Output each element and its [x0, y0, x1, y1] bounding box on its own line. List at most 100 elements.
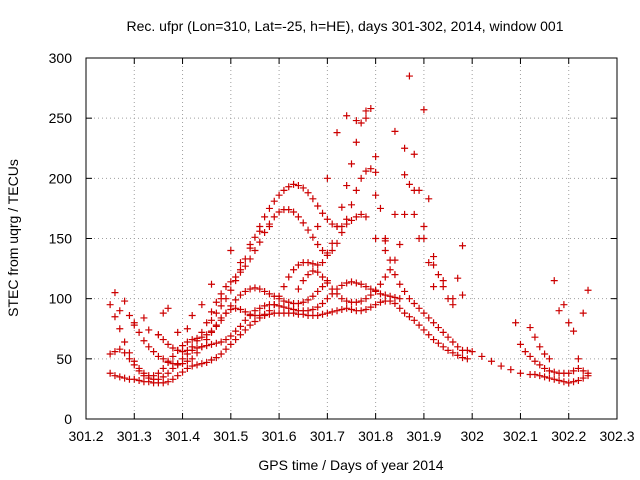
data-point — [212, 298, 220, 306]
data-point — [434, 271, 442, 279]
data-point — [348, 278, 355, 286]
data-point — [145, 343, 153, 351]
data-point — [232, 277, 240, 285]
data-point — [487, 357, 495, 365]
data-point — [362, 167, 370, 175]
data-point — [343, 304, 351, 312]
data-point — [319, 299, 327, 307]
data-point — [497, 362, 505, 370]
data-point — [179, 348, 187, 356]
data-point — [362, 283, 370, 291]
data-point — [309, 195, 317, 203]
data-point — [203, 358, 211, 366]
data-point — [444, 346, 452, 354]
data-point — [343, 220, 351, 228]
data-point — [545, 367, 553, 375]
data-point — [314, 303, 322, 311]
data-point — [208, 280, 216, 288]
data-point — [188, 355, 196, 363]
data-point — [319, 247, 327, 255]
data-point — [193, 337, 201, 345]
data-point — [280, 186, 288, 194]
data-point — [106, 301, 114, 309]
data-point — [203, 319, 211, 327]
data-point — [174, 361, 182, 369]
data-point — [439, 283, 447, 291]
data-point — [478, 352, 486, 360]
data-point — [309, 260, 317, 268]
data-point — [270, 301, 278, 309]
data-point — [425, 195, 433, 203]
data-point — [434, 339, 442, 347]
data-point — [116, 325, 124, 333]
data-point — [463, 346, 471, 354]
data-point — [241, 287, 249, 295]
data-point — [401, 171, 409, 179]
data-point — [261, 228, 269, 236]
data-point — [357, 119, 365, 127]
data-point — [183, 364, 191, 372]
data-point — [256, 312, 264, 320]
data-point — [328, 308, 336, 316]
data-point — [111, 289, 119, 297]
data-point — [236, 322, 244, 330]
data-point — [188, 343, 196, 351]
data-point — [405, 313, 413, 321]
data-point — [512, 319, 520, 327]
data-point — [299, 277, 307, 285]
data-point — [227, 278, 235, 286]
data-point — [159, 364, 167, 372]
data-point — [121, 374, 129, 382]
data-point — [531, 357, 539, 365]
data-point — [261, 213, 269, 221]
data-point — [357, 307, 365, 315]
data-point — [410, 186, 418, 194]
data-point — [198, 360, 206, 368]
y-tick-label: 250 — [49, 110, 73, 126]
data-point — [265, 290, 273, 298]
data-point — [154, 352, 162, 360]
x-tick-label: 301.5 — [213, 428, 248, 444]
data-point — [396, 241, 404, 249]
data-point — [164, 340, 172, 348]
data-point — [241, 308, 249, 316]
data-point — [459, 354, 467, 362]
data-point — [145, 326, 153, 334]
data-point — [183, 357, 191, 365]
data-point — [391, 299, 399, 307]
data-point — [405, 72, 413, 80]
data-point — [294, 261, 302, 269]
data-point — [405, 295, 413, 303]
data-point — [376, 298, 384, 306]
data-point — [574, 376, 582, 384]
data-point — [299, 298, 307, 306]
data-point — [130, 357, 138, 365]
data-point — [541, 364, 549, 372]
data-point — [116, 373, 124, 381]
data-point — [275, 208, 283, 216]
data-point — [314, 261, 322, 269]
data-point — [217, 295, 225, 303]
data-point — [314, 287, 322, 295]
data-point — [251, 284, 259, 292]
x-tick-label: 301.8 — [358, 428, 393, 444]
data-point — [246, 310, 254, 318]
data-point — [222, 283, 230, 291]
data-point — [106, 350, 114, 358]
data-point — [212, 354, 220, 362]
data-point — [352, 138, 360, 146]
data-point — [565, 369, 573, 377]
data-point — [367, 291, 375, 299]
data-point — [290, 305, 298, 313]
data-point — [420, 222, 428, 230]
data-point — [290, 180, 298, 188]
data-point — [164, 357, 172, 365]
data-point — [352, 186, 360, 194]
data-point — [449, 338, 457, 346]
data-point — [459, 242, 467, 250]
data-point — [159, 309, 167, 317]
data-point — [164, 304, 172, 312]
data-point — [584, 286, 592, 294]
data-point — [256, 238, 264, 246]
data-point — [106, 369, 114, 377]
